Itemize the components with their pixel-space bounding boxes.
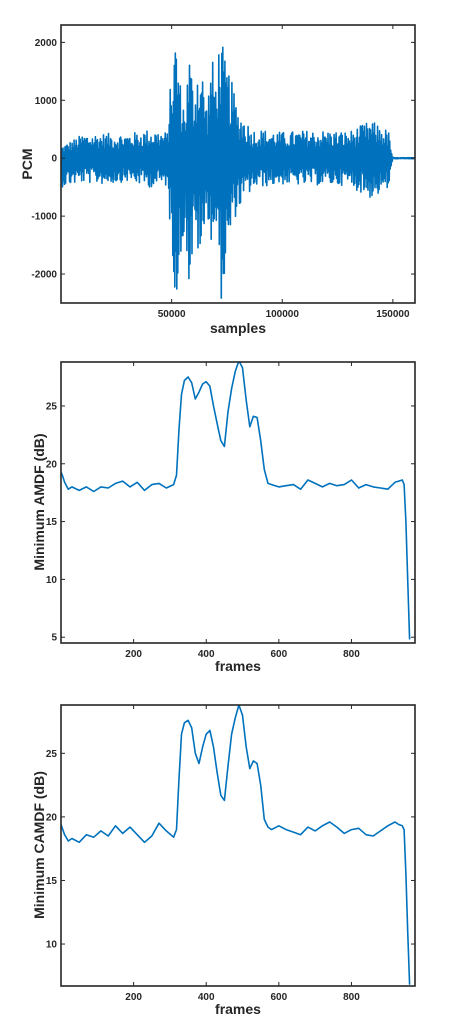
camdf-x-ticks: 200 400 600 800: [125, 705, 360, 1003]
amdf-x-tick-label: 800: [343, 649, 360, 660]
camdf-y-axis-label: Minimum CAMDF (dB): [31, 771, 47, 919]
amdf-y-tick-label: 25: [46, 401, 58, 412]
amdf-y-tick-label: 20: [46, 459, 58, 470]
pcm-x-tick-label: 150000: [376, 309, 410, 320]
amdf-y-ticks: 5 10 15 20 25: [46, 401, 415, 644]
camdf-y-tick-label: 10: [46, 940, 58, 951]
pcm-y-tick-label: -2000: [31, 270, 57, 281]
camdf-y-tick-label: 15: [46, 876, 58, 887]
pcm-y-tick-label: -1000: [31, 212, 57, 223]
chart-camdf: 200 400 600 800 10 15 20 25 frames Minimum CAM…: [31, 704, 416, 1017]
amdf-series-layer: [61, 362, 411, 640]
camdf-series-layer: [61, 705, 411, 985]
pcm-series-layer: [61, 46, 415, 299]
pcm-y-tick-label: 0: [51, 154, 57, 165]
amdf-axes-frame: [60, 361, 416, 644]
amdf-y-tick-label: 15: [46, 517, 58, 528]
pcm-y-tick-label: 1000: [35, 96, 58, 107]
pcm-x-axis-label: samples: [210, 320, 266, 336]
pcm-y-tick-label: 2000: [35, 38, 58, 49]
pcm-y-ticks: -2000 -1000 0 1000 2000: [31, 38, 415, 281]
camdf-y-ticks: 10 15 20 25: [46, 749, 415, 951]
amdf-x-axis-label: frames: [215, 658, 261, 674]
pcm-x-ticks: 50000 100000 150000: [158, 25, 410, 320]
amdf-x-tick-label: 200: [125, 649, 142, 660]
camdf-axes-frame: [60, 704, 416, 987]
pcm-series-line: [61, 46, 415, 299]
camdf-y-tick-label: 25: [46, 749, 58, 760]
pcm-x-tick-label: 100000: [266, 309, 300, 320]
amdf-y-axis-label: Minimum AMDF (dB): [31, 433, 47, 570]
pcm-y-axis-label: PCM: [19, 148, 35, 179]
camdf-x-axis-label: frames: [215, 1001, 261, 1017]
amdf-x-ticks: 200 400 600 800: [125, 362, 360, 660]
amdf-x-tick-label: 400: [198, 649, 215, 660]
camdf-series-line: [61, 705, 411, 985]
amdf-x-tick-label: 600: [271, 649, 288, 660]
amdf-y-tick-label: 10: [46, 575, 58, 586]
amdf-series-line: [61, 362, 411, 640]
camdf-x-tick-label: 200: [125, 992, 142, 1003]
pcm-axes-frame: [60, 24, 416, 304]
pcm-x-tick-label: 50000: [158, 309, 186, 320]
camdf-y-tick-label: 20: [46, 812, 58, 823]
amdf-y-tick-label: 5: [51, 633, 57, 644]
camdf-x-tick-label: 400: [198, 992, 215, 1003]
camdf-x-tick-label: 800: [343, 992, 360, 1003]
chart-amdf: 200 400 600 800 5 10 15 20 25 frames Minimum AM…: [31, 361, 416, 674]
chart-pcm: 50000 100000 150000 -2000 -1000 0 1000 2000 sa…: [19, 24, 416, 336]
camdf-x-tick-label: 600: [271, 992, 288, 1003]
